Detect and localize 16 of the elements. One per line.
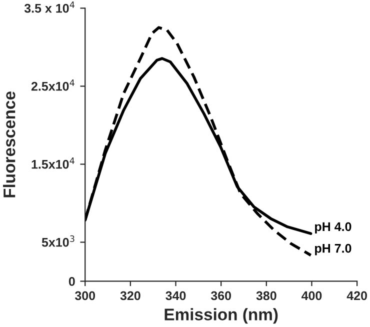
y-tick-label: 5x10$^{3}$ (42, 235, 74, 247)
y-tick-label: 1.5x10$^{4}$ (32, 157, 74, 169)
y-axis-title: Fluorescence (3, 92, 16, 198)
series-label: pH 4.0 (315, 222, 352, 234)
y-tick-label: 0 (68, 277, 75, 286)
x-tick-label: 420 (346, 291, 367, 300)
y-tick-label: 2.5x10$^{4}$ (31, 79, 74, 91)
series-label: pH 7.0 (315, 244, 352, 256)
x-tick-label: 300 (74, 291, 96, 300)
x-tick-label: 360 (210, 291, 231, 300)
x-tick-label: 400 (301, 291, 322, 300)
x-tick-label: 320 (120, 291, 140, 300)
x-tick-label: 340 (166, 291, 186, 300)
y-tick-label: 3.5 x 10$^{4}$ (24, 1, 74, 13)
x-tick-label: 380 (256, 291, 276, 300)
x-axis-title: Emission (nm) (164, 308, 278, 324)
